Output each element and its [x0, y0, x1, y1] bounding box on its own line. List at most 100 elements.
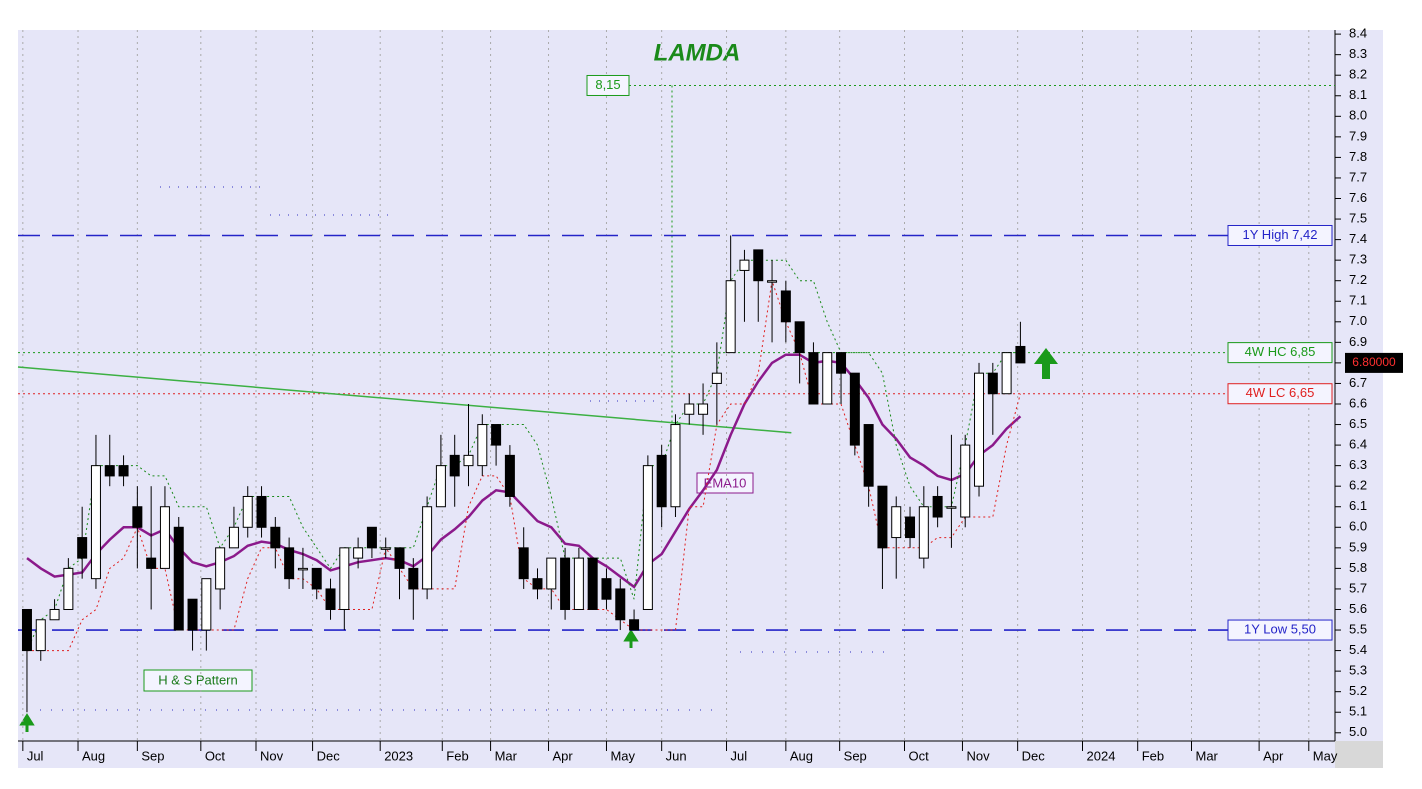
candle-body: [173, 526, 184, 631]
candle-body: [242, 495, 253, 528]
candle-body: [463, 454, 474, 467]
corner: [1335, 741, 1383, 768]
y-tick-label: 7.6: [1349, 190, 1367, 205]
candle-body: [725, 280, 736, 354]
y-tick-label: 6.3: [1349, 457, 1367, 472]
candle-body: [1001, 352, 1012, 395]
y-tick-label: 8.4: [1349, 26, 1367, 41]
y-tick-label: 6.7: [1349, 375, 1367, 390]
y-tick-label: 6.1: [1349, 498, 1367, 513]
pattern-box: [143, 669, 253, 692]
level-box: [1227, 224, 1333, 246]
candle-body: [780, 290, 791, 323]
candle-body: [808, 352, 819, 405]
x-tick-label: 2024: [1087, 748, 1116, 763]
signal-arrow: [623, 629, 639, 648]
candle-body: [753, 249, 764, 282]
candle-body: [477, 424, 488, 467]
y-tick-label: 5.9: [1349, 539, 1367, 554]
candle-body: [546, 557, 557, 590]
x-tick-label: Oct: [909, 748, 930, 763]
x-tick-label: Dec: [1022, 748, 1046, 763]
x-tick-label: Mar: [1196, 748, 1219, 763]
level-label: 4W LC 6,65: [1246, 385, 1315, 400]
candle-body: [601, 578, 612, 600]
chart-title: LAMDA: [654, 39, 741, 66]
y-tick-label: 7.3: [1349, 252, 1367, 267]
x-tick-label: Dec: [317, 748, 341, 763]
candle-body: [642, 465, 653, 610]
candle-body: [256, 495, 267, 528]
signal-arrow: [19, 713, 35, 732]
candle-body: [325, 588, 336, 610]
x-tick-label: May: [610, 748, 635, 763]
candle-body: [353, 547, 364, 559]
y-tick-label: 7.5: [1349, 210, 1367, 225]
level-box: [1227, 619, 1333, 641]
candle-body: [435, 465, 446, 508]
candle-body: [587, 557, 598, 610]
y-tick-label: 5.5: [1349, 621, 1367, 636]
y-tick-label: 8.1: [1349, 87, 1367, 102]
x-tick-label: Aug: [82, 748, 105, 763]
level-label: 1Y Low 5,50: [1244, 621, 1316, 636]
candle-body: [270, 526, 281, 549]
y-tick-label: 6.0: [1349, 519, 1367, 534]
candle-body: [380, 547, 391, 550]
y-tick-label: 5.4: [1349, 642, 1367, 657]
candle-body: [297, 567, 308, 571]
y-tick-label: 7.7: [1349, 169, 1367, 184]
x-tick-label: Jul: [27, 748, 44, 763]
candle-body: [532, 578, 543, 590]
y-tick-label: 7.4: [1349, 231, 1367, 246]
candle-body: [918, 506, 929, 559]
candle-body: [63, 567, 74, 610]
x-tick-label: Jul: [731, 748, 748, 763]
candle-body: [877, 485, 888, 549]
candle-body: [146, 557, 157, 569]
candle-body: [284, 547, 295, 580]
channel-line: [26, 259, 1021, 651]
x-tick-label: Sep: [844, 748, 867, 763]
candle-body: [698, 403, 709, 415]
candle-body: [339, 547, 350, 610]
y-tick-label: 5.8: [1349, 560, 1367, 575]
x-tick-label: Mar: [495, 748, 518, 763]
x-tick-label: May: [1313, 748, 1338, 763]
candle-body: [946, 506, 957, 509]
y-tick-label: 7.8: [1349, 149, 1367, 164]
candle-body: [518, 547, 529, 580]
candle-body: [35, 619, 46, 652]
last-price-box: [1345, 352, 1403, 373]
peak-label: 8,15: [595, 77, 620, 92]
signal-arrow: [1034, 348, 1058, 379]
x-tick-label: Feb: [1142, 748, 1164, 763]
candle-body: [974, 372, 985, 487]
y-tick-label: 6.5: [1349, 416, 1367, 431]
candle-body: [228, 526, 239, 549]
pattern-label: H & S Pattern: [158, 672, 237, 687]
x-tick-label: Nov: [966, 748, 990, 763]
candle-body: [891, 506, 902, 539]
ema-label: EMA10: [704, 475, 747, 490]
y-tick-label: 5.0: [1349, 724, 1367, 739]
candle-body: [656, 454, 667, 508]
x-tick-label: Feb: [446, 748, 468, 763]
level-label: 1Y High 7,42: [1243, 227, 1318, 242]
candle-body: [366, 526, 377, 549]
y-tick-label: 6.2: [1349, 478, 1367, 493]
candle-body: [836, 352, 847, 374]
candle-body: [670, 424, 681, 508]
candle-body: [394, 547, 405, 569]
y-tick-label: 7.0: [1349, 313, 1367, 328]
level-box: [1227, 342, 1333, 364]
y-tick-label: 5.6: [1349, 601, 1367, 616]
peak-box: [586, 74, 630, 96]
candle-body: [504, 454, 515, 497]
candle-body: [739, 259, 750, 271]
x-tick-label: Nov: [260, 748, 284, 763]
candle-body: [408, 567, 419, 590]
candle-body: [21, 608, 32, 652]
candle-body: [794, 321, 805, 354]
